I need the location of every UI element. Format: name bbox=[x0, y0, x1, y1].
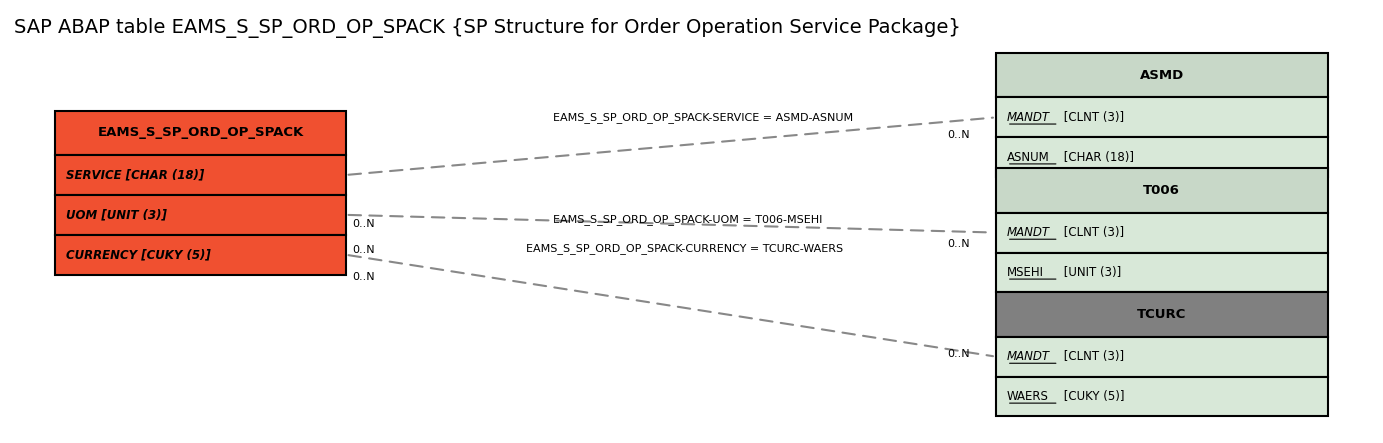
Bar bbox=[996, 292, 1328, 337]
Text: EAMS_S_SP_ORD_OP_SPACK: EAMS_S_SP_ORD_OP_SPACK bbox=[97, 126, 304, 140]
Text: EAMS_S_SP_ORD_OP_SPACK-UOM = T006-MSEHI: EAMS_S_SP_ORD_OP_SPACK-UOM = T006-MSEHI bbox=[553, 214, 823, 225]
Bar bbox=[996, 377, 1328, 416]
Bar bbox=[996, 168, 1328, 213]
Bar bbox=[996, 97, 1328, 137]
Bar bbox=[55, 111, 346, 155]
Text: MSEHI: MSEHI bbox=[1007, 266, 1044, 279]
Text: [CLNT (3)]: [CLNT (3)] bbox=[1059, 111, 1124, 124]
Bar bbox=[996, 253, 1328, 292]
Text: 0..N: 0..N bbox=[353, 219, 375, 229]
Bar bbox=[996, 213, 1328, 253]
Bar bbox=[996, 337, 1328, 377]
Text: ASNUM: ASNUM bbox=[1007, 151, 1050, 164]
Text: UOM [UNIT (3)]: UOM [UNIT (3)] bbox=[66, 208, 167, 222]
Text: EAMS_S_SP_ORD_OP_SPACK-SERVICE = ASMD-ASNUM: EAMS_S_SP_ORD_OP_SPACK-SERVICE = ASMD-AS… bbox=[553, 112, 853, 123]
Text: [CLNT (3)]: [CLNT (3)] bbox=[1059, 350, 1124, 363]
Text: MANDT: MANDT bbox=[1007, 226, 1050, 239]
Bar bbox=[55, 235, 346, 275]
Text: CURRENCY [CUKY (5)]: CURRENCY [CUKY (5)] bbox=[66, 248, 212, 261]
Text: 0..N: 0..N bbox=[947, 350, 969, 359]
Bar bbox=[55, 155, 346, 195]
Text: TCURC: TCURC bbox=[1137, 308, 1187, 321]
Text: EAMS_S_SP_ORD_OP_SPACK-CURRENCY = TCURC-WAERS: EAMS_S_SP_ORD_OP_SPACK-CURRENCY = TCURC-… bbox=[526, 243, 842, 253]
Bar bbox=[996, 53, 1328, 97]
Text: [UNIT (3)]: [UNIT (3)] bbox=[1059, 266, 1122, 279]
Text: [CUKY (5)]: [CUKY (5)] bbox=[1059, 390, 1124, 403]
Text: [CLNT (3)]: [CLNT (3)] bbox=[1059, 226, 1124, 239]
Text: 0..N: 0..N bbox=[353, 272, 375, 282]
Text: SAP ABAP table EAMS_S_SP_ORD_OP_SPACK {SP Structure for Order Operation Service : SAP ABAP table EAMS_S_SP_ORD_OP_SPACK {S… bbox=[14, 18, 961, 38]
Text: ASMD: ASMD bbox=[1140, 69, 1184, 82]
Text: WAERS: WAERS bbox=[1007, 390, 1048, 403]
Text: MANDT: MANDT bbox=[1007, 111, 1050, 124]
Text: 0..N: 0..N bbox=[947, 130, 969, 140]
Bar bbox=[996, 137, 1328, 177]
Text: 0..N: 0..N bbox=[947, 239, 969, 249]
Text: MANDT: MANDT bbox=[1007, 350, 1050, 363]
Text: T006: T006 bbox=[1144, 184, 1180, 197]
Text: SERVICE [CHAR (18)]: SERVICE [CHAR (18)] bbox=[66, 168, 205, 182]
Bar bbox=[55, 195, 346, 235]
Text: [CHAR (18)]: [CHAR (18)] bbox=[1059, 151, 1134, 164]
Text: 0..N: 0..N bbox=[353, 245, 375, 255]
